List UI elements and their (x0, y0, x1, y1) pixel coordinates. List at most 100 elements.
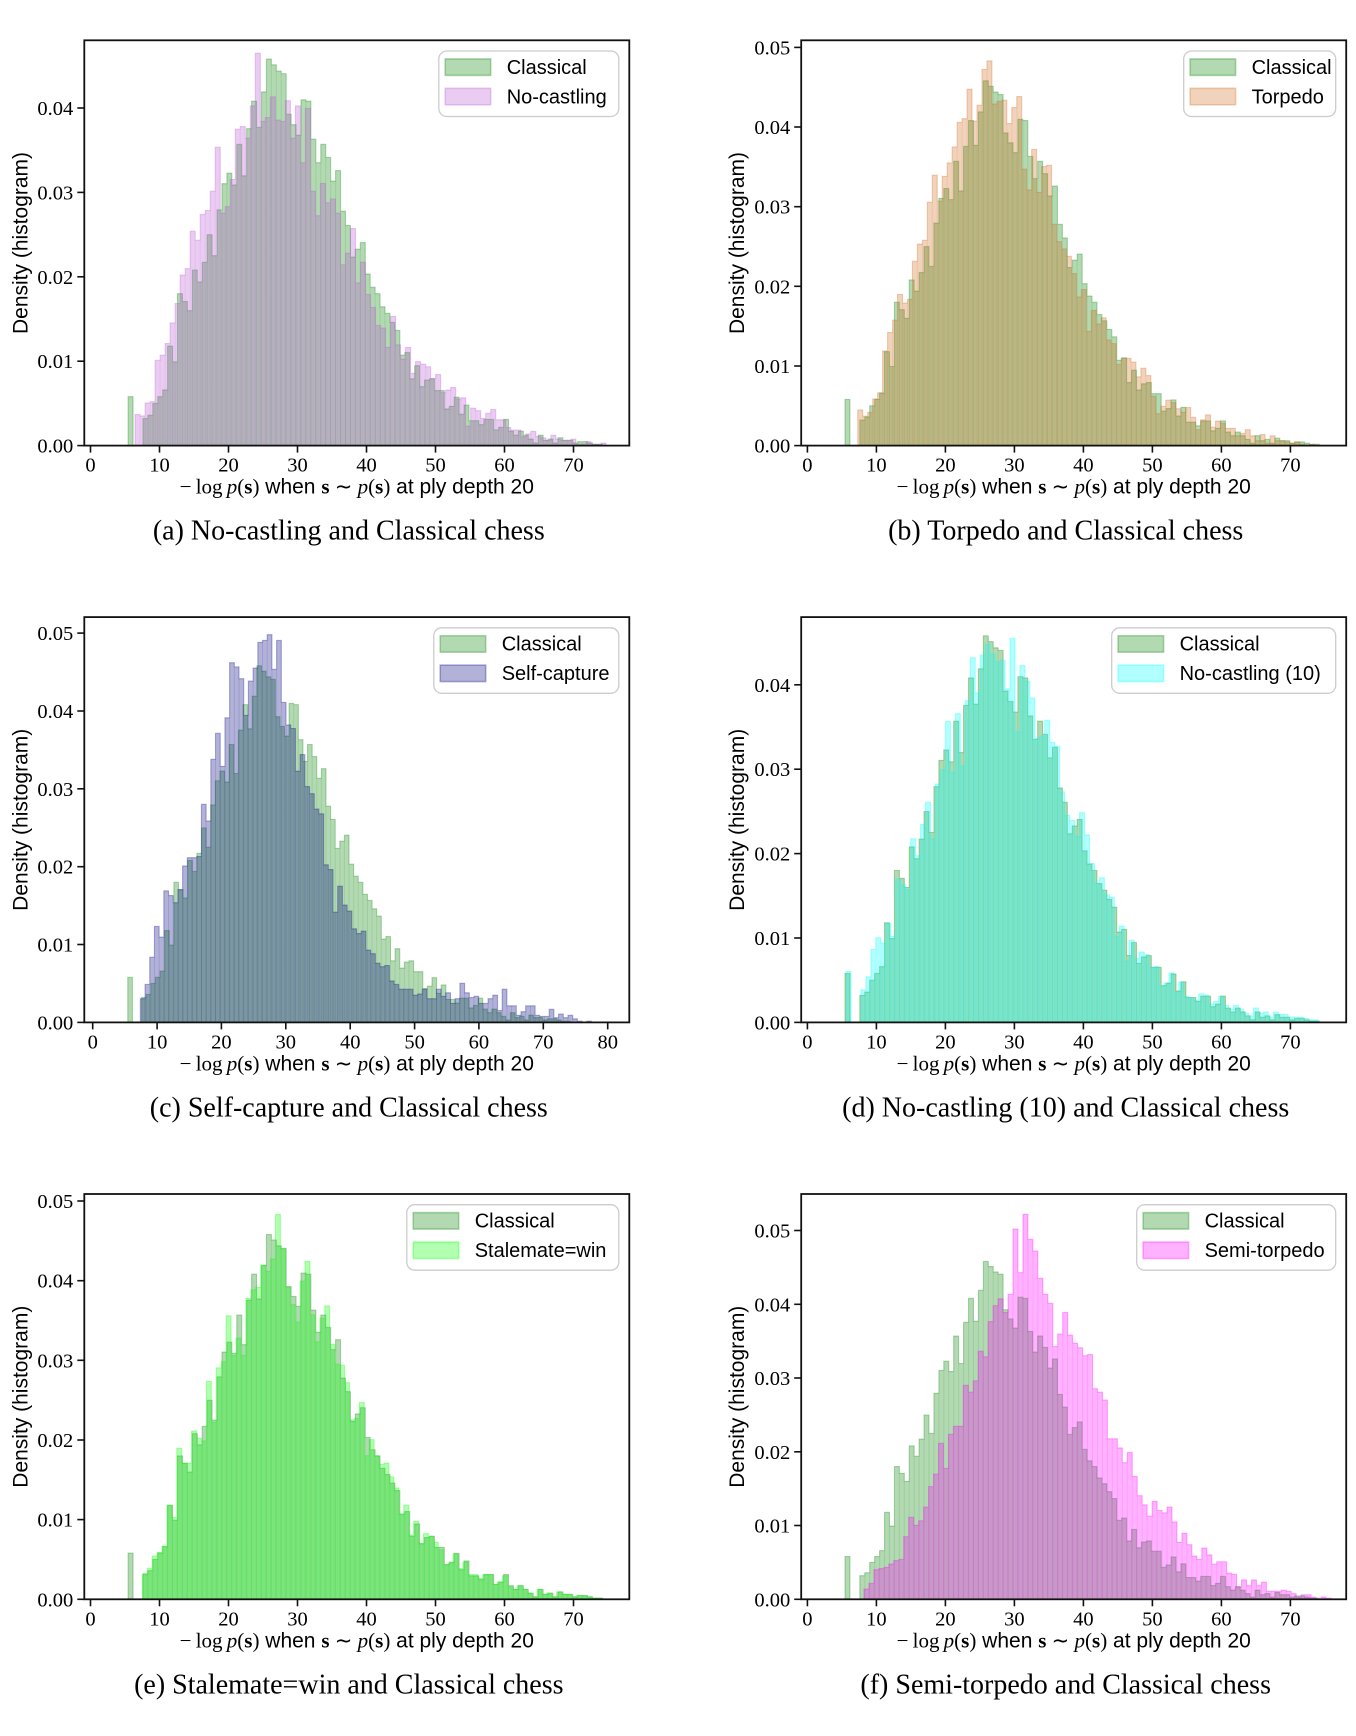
svg-text:0: 0 (85, 1608, 95, 1630)
svg-text:0.04: 0.04 (754, 1294, 790, 1316)
svg-text:40: 40 (1073, 1031, 1094, 1053)
svg-text:60: 60 (1211, 455, 1232, 477)
svg-text:0.03: 0.03 (754, 759, 790, 781)
svg-text:0.01: 0.01 (754, 356, 790, 378)
svg-text:40: 40 (356, 455, 377, 477)
svg-text:− log p(s) when s ∼ p(s) at pl: − log p(s) when s ∼ p(s) at ply depth 20 (897, 1628, 1251, 1652)
svg-text:− log p(s) when s ∼ p(s) at pl: − log p(s) when s ∼ p(s) at ply depth 20 (897, 1051, 1251, 1075)
svg-text:0.00: 0.00 (754, 1012, 790, 1034)
svg-text:70: 70 (1280, 455, 1301, 477)
svg-text:0.00: 0.00 (37, 436, 73, 458)
svg-text:− log p(s) when s ∼ p(s) at pl: − log p(s) when s ∼ p(s) at ply depth 20 (180, 475, 534, 499)
svg-text:20: 20 (935, 455, 956, 477)
svg-text:50: 50 (425, 1608, 446, 1630)
svg-text:(e) Stalemate=win and Classica: (e) Stalemate=win and Classical chess (134, 1669, 563, 1700)
svg-text:0.01: 0.01 (37, 935, 73, 957)
svg-text:60: 60 (494, 455, 515, 477)
svg-text:50: 50 (1142, 1608, 1163, 1630)
svg-text:40: 40 (356, 1608, 377, 1630)
svg-text:− log p(s) when s ∼ p(s) at pl: − log p(s) when s ∼ p(s) at ply depth 20 (180, 1051, 534, 1075)
svg-text:10: 10 (866, 1608, 887, 1630)
svg-text:0.04: 0.04 (37, 701, 73, 723)
svg-text:0.03: 0.03 (754, 1368, 790, 1390)
svg-text:80: 80 (597, 1031, 618, 1053)
svg-text:50: 50 (1142, 1031, 1163, 1053)
svg-text:30: 30 (287, 1608, 308, 1630)
svg-text:Classical: Classical (1180, 634, 1260, 656)
svg-text:(d) No-castling (10) and Class: (d) No-castling (10) and Classical chess (842, 1092, 1289, 1123)
svg-text:20: 20 (218, 1608, 239, 1630)
svg-text:60: 60 (494, 1608, 515, 1630)
svg-text:70: 70 (1280, 1608, 1301, 1630)
svg-text:20: 20 (935, 1031, 956, 1053)
svg-text:40: 40 (1073, 1608, 1094, 1630)
svg-text:Density (histogram): Density (histogram) (726, 729, 749, 911)
svg-text:40: 40 (340, 1031, 361, 1053)
svg-text:30: 30 (1004, 1608, 1025, 1630)
svg-text:Density (histogram): Density (histogram) (9, 152, 32, 334)
svg-text:0.03: 0.03 (37, 779, 73, 801)
svg-text:0.02: 0.02 (754, 1442, 790, 1464)
svg-text:0.02: 0.02 (37, 857, 73, 879)
svg-text:0.02: 0.02 (37, 1430, 73, 1452)
svg-text:(b) Torpedo and Classical ches: (b) Torpedo and Classical chess (888, 516, 1243, 547)
svg-text:Classical: Classical (475, 1211, 555, 1233)
svg-text:20: 20 (211, 1031, 232, 1053)
svg-text:0.02: 0.02 (754, 844, 790, 866)
svg-text:60: 60 (1211, 1031, 1232, 1053)
svg-text:0.05: 0.05 (37, 1191, 73, 1213)
svg-text:(a) No-castling and Classical: (a) No-castling and Classical chess (153, 516, 545, 547)
svg-text:0: 0 (88, 1031, 98, 1053)
svg-text:0.02: 0.02 (37, 267, 73, 289)
svg-text:20: 20 (935, 1608, 956, 1630)
svg-text:0.03: 0.03 (754, 197, 790, 219)
svg-text:0.01: 0.01 (37, 351, 73, 373)
svg-text:10: 10 (149, 455, 170, 477)
svg-text:Density (histogram): Density (histogram) (9, 1306, 32, 1488)
svg-text:40: 40 (1073, 455, 1094, 477)
svg-text:60: 60 (469, 1031, 490, 1053)
svg-text:0: 0 (802, 455, 812, 477)
svg-text:0: 0 (802, 1608, 812, 1630)
svg-text:10: 10 (866, 1031, 887, 1053)
svg-text:0.05: 0.05 (754, 37, 790, 59)
svg-text:0.05: 0.05 (754, 1221, 790, 1243)
svg-text:10: 10 (147, 1031, 168, 1053)
svg-text:Semi-torpedo: Semi-torpedo (1205, 1240, 1325, 1262)
svg-text:No-castling: No-castling (507, 86, 607, 108)
svg-text:0.02: 0.02 (754, 276, 790, 298)
svg-text:(f) Semi-torpedo and Classical: (f) Semi-torpedo and Classical chess (860, 1669, 1271, 1700)
svg-text:0.03: 0.03 (37, 1350, 73, 1372)
svg-text:50: 50 (404, 1031, 425, 1053)
svg-text:0.04: 0.04 (754, 675, 790, 697)
svg-text:Density (histogram): Density (histogram) (726, 1306, 749, 1488)
svg-text:0.04: 0.04 (37, 98, 73, 120)
svg-text:30: 30 (1004, 1031, 1025, 1053)
svg-text:Density (histogram): Density (histogram) (726, 152, 749, 334)
svg-text:70: 70 (1280, 1031, 1301, 1053)
svg-text:Self-capture: Self-capture (502, 663, 610, 685)
svg-text:Torpedo: Torpedo (1252, 86, 1324, 108)
svg-text:0.01: 0.01 (37, 1510, 73, 1532)
svg-text:Density (histogram): Density (histogram) (9, 729, 32, 911)
svg-text:Classical: Classical (1205, 1211, 1285, 1233)
svg-text:0: 0 (802, 1031, 812, 1053)
svg-text:70: 70 (563, 1608, 584, 1630)
svg-text:0.03: 0.03 (37, 182, 73, 204)
svg-text:− log p(s) when s ∼ p(s) at pl: − log p(s) when s ∼ p(s) at ply depth 20 (180, 1628, 534, 1652)
svg-text:0.01: 0.01 (754, 928, 790, 950)
svg-text:0.00: 0.00 (754, 1589, 790, 1611)
svg-text:Classical: Classical (507, 57, 587, 79)
svg-text:Classical: Classical (1252, 57, 1332, 79)
svg-text:0: 0 (85, 455, 95, 477)
svg-text:0.04: 0.04 (37, 1271, 73, 1293)
svg-text:70: 70 (563, 455, 584, 477)
svg-text:0.05: 0.05 (37, 623, 73, 645)
svg-text:70: 70 (533, 1031, 554, 1053)
svg-text:0.00: 0.00 (754, 436, 790, 458)
svg-text:Classical: Classical (502, 634, 582, 656)
svg-text:− log p(s) when s ∼ p(s) at pl: − log p(s) when s ∼ p(s) at ply depth 20 (897, 475, 1251, 499)
svg-text:0.00: 0.00 (37, 1589, 73, 1611)
svg-text:(c) Self-capture and Classical: (c) Self-capture and Classical chess (150, 1092, 548, 1123)
svg-text:50: 50 (425, 455, 446, 477)
